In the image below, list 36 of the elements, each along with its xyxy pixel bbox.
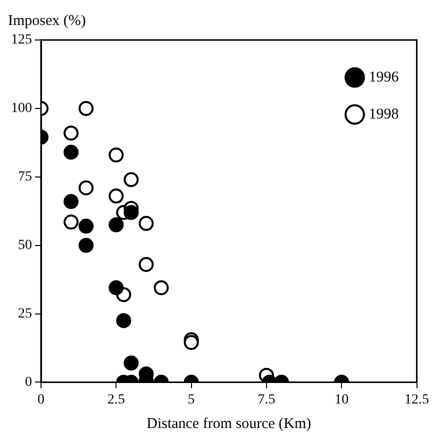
point [108,147,124,162]
point [64,214,79,230]
point [78,218,94,234]
point [78,100,94,116]
point [64,126,79,141]
y-axis-title: Imposex (%) [8,12,86,29]
point [78,180,94,196]
point [154,280,169,296]
point [78,238,94,253]
y-tick-label: 125 [11,32,32,48]
y-tick-label: 0 [25,374,32,390]
point [124,356,139,371]
point [184,335,199,350]
x-tick-label: 12.5 [404,392,429,408]
x-tick-label: 2.5 [107,392,125,408]
point [108,188,124,204]
x-tick-label: 5 [188,392,195,408]
x-tick-label: 0 [38,392,44,408]
y-tick-label: 50 [18,238,32,253]
point [64,144,79,160]
point [124,172,139,188]
point [138,216,154,231]
y-tick-label: 75 [18,170,32,185]
legend-label: 1998 [368,106,399,122]
y-tick-label: 100 [11,101,32,116]
x-tick-label: 10 [334,392,349,408]
point [116,313,132,328]
point [64,194,79,210]
x-axis-title: Distance from source (Km) [146,416,312,432]
x-tick-label: 7.5 [258,392,276,408]
legend-label: 1996 [368,69,400,86]
point [108,217,124,232]
point [108,280,124,296]
y-tick-label: 25 [18,306,32,322]
point [138,256,154,272]
point [124,204,139,220]
